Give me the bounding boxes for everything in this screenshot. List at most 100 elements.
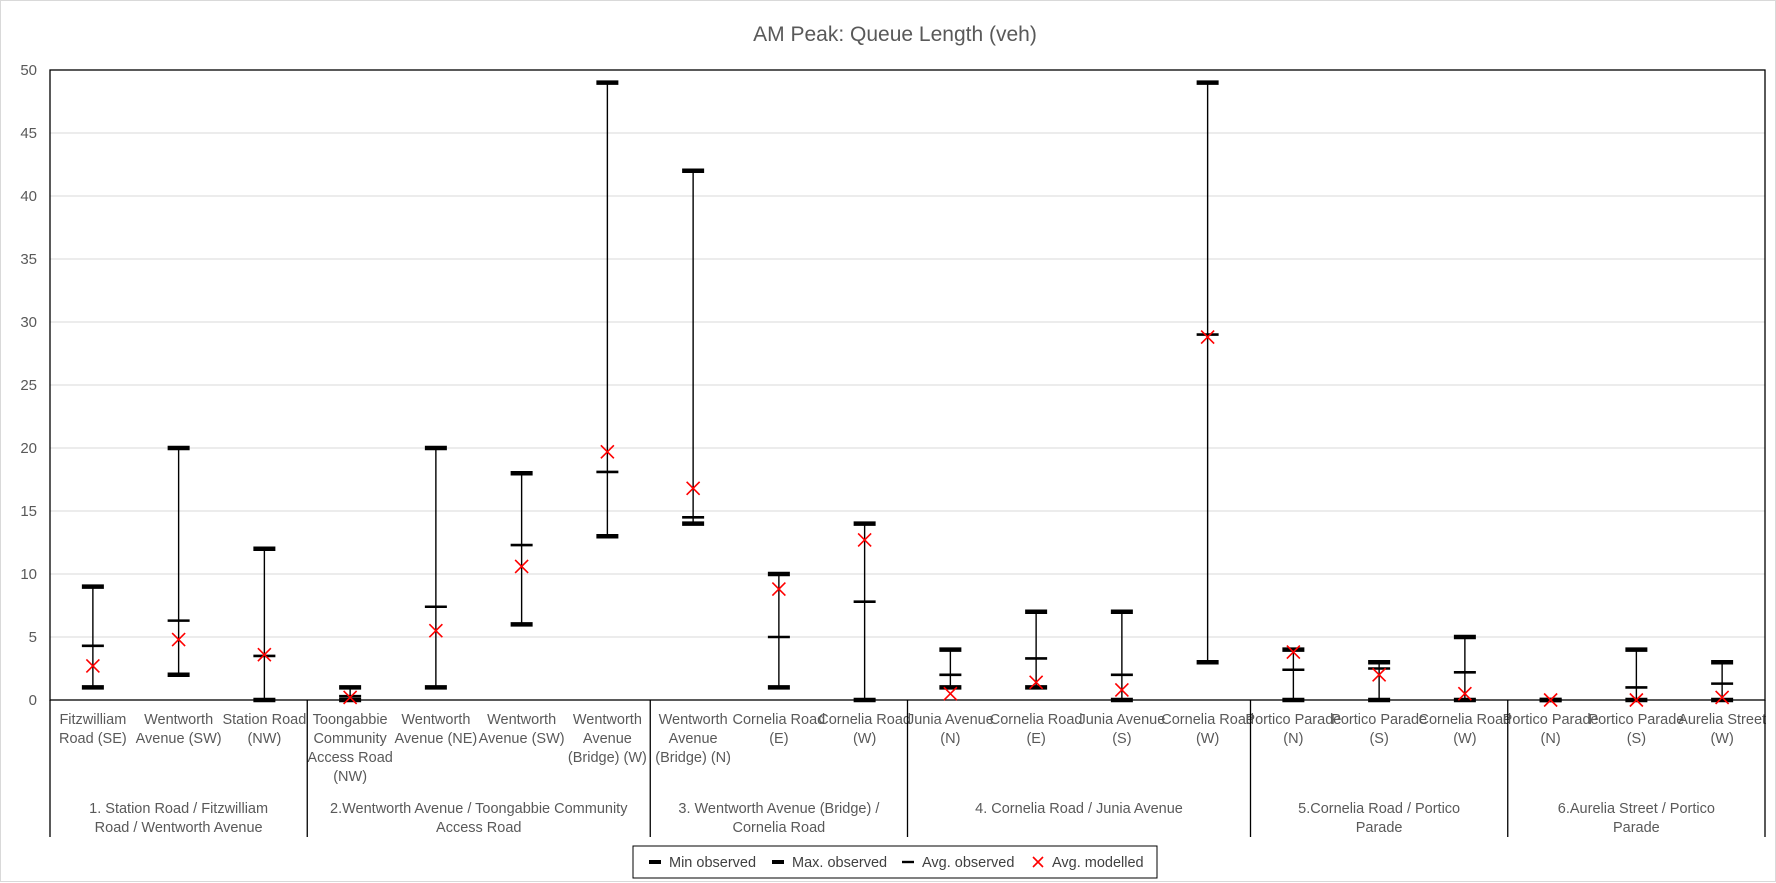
approach-marks: [1368, 659, 1391, 703]
approach-marks: [939, 647, 962, 701]
y-tick-label: 40: [20, 188, 37, 205]
legend-item: Avg. modelled: [1032, 855, 1144, 871]
x-tick-label: Fitzwilliam Road (SE): [59, 712, 127, 747]
group-label-line: Parade: [1356, 820, 1403, 836]
x-tick-line: Portico Parade: [1503, 712, 1599, 728]
approach-marks: [1625, 647, 1648, 708]
x-tick-line: Cornelia Road: [733, 712, 826, 728]
x-tick-label: Cornelia Road (W): [1419, 712, 1512, 747]
x-tick-line: (N): [1541, 731, 1561, 747]
x-tick-line: Wentworth: [573, 712, 642, 728]
x-tick-line: (W): [1453, 731, 1476, 747]
x-tick-line: (W): [1710, 731, 1733, 747]
legend-label: Avg. observed: [922, 855, 1014, 871]
x-tick-line: Wentworth: [659, 712, 728, 728]
gridlines: [50, 132, 1765, 638]
x-tick-label: Cornelia Road (W): [818, 712, 911, 747]
avg-modelled-marker: [171, 632, 186, 647]
approach-marks: [853, 521, 876, 703]
x-tick-label: Wentworth Avenue (SW): [479, 712, 565, 747]
x-tick-label: Wentworth Avenue (SW): [136, 712, 222, 747]
group-label-line: 4. Cornelia Road / Junia Avenue: [975, 801, 1183, 817]
avg-modelled-marker: [1457, 686, 1472, 701]
y-tick-label: 5: [29, 629, 37, 646]
x-tick-line: (W): [853, 731, 876, 747]
x-tick-label: Portico Parade (N): [1503, 712, 1599, 747]
x-axis: Fitzwilliam Road (SE) Wentworth Avenue (SW)…: [49, 700, 1766, 837]
x-tick-label: Wentworth Avenue (Bridge) (N): [655, 712, 731, 766]
approach-marks: [1025, 609, 1048, 690]
legend-item: Min observed: [649, 855, 756, 871]
chart-title: AM Peak: Queue Length (veh): [753, 23, 1037, 46]
group-label-line: 6.Aurelia Street / Portico: [1558, 801, 1715, 817]
x-tick-line: (S): [1627, 731, 1646, 747]
avg-modelled-marker: [771, 582, 786, 597]
approach-marks: [1282, 645, 1305, 703]
x-tick-line: (E): [769, 731, 788, 747]
x-tick-line: Road (SE): [59, 731, 127, 747]
x-tick-line: Avenue (NE): [395, 731, 478, 747]
approach-marks: [167, 445, 190, 678]
x-tick-line: (S): [1369, 731, 1388, 747]
x-tick-line: Aurelia Street: [1678, 712, 1766, 728]
x-tick-label: Wentworth Avenue (NE): [395, 712, 478, 747]
x-tick-line: Cornelia Road: [1419, 712, 1512, 728]
y-tick-label: 0: [29, 692, 37, 709]
approach-marks: [767, 571, 790, 690]
avg-modelled-marker: [514, 559, 529, 574]
approach-marks: [1453, 634, 1476, 703]
x-tick-line: Avenue (SW): [479, 731, 565, 747]
legend-marker: [1032, 856, 1044, 868]
approach-marks: [81, 584, 104, 690]
data-marks: [81, 80, 1734, 708]
x-tick-line: Community: [313, 731, 387, 747]
x-tick-line: (E): [1026, 731, 1045, 747]
avg-modelled-marker: [343, 690, 358, 705]
group-label-line: Road / Wentworth Avenue: [95, 820, 263, 836]
x-tick-label: Cornelia Road (E): [990, 712, 1083, 747]
legend-box: [632, 845, 1158, 879]
x-tick-line: (NW): [333, 769, 367, 785]
x-tick-line: (N): [1283, 731, 1303, 747]
approach-marks: [339, 685, 362, 705]
avg-modelled-marker: [943, 686, 958, 701]
group-label: 4. Cornelia Road / Junia Avenue: [975, 801, 1183, 817]
legend-item: Avg. observed: [902, 855, 1014, 871]
x-tick-label: Cornelia Road (E): [733, 712, 826, 747]
group-label-line: Cornelia Road: [733, 820, 826, 836]
x-tick-line: Cornelia Road: [990, 712, 1083, 728]
group-label-line: Parade: [1613, 820, 1660, 836]
approach-marks: [424, 445, 447, 690]
avg-modelled-marker: [600, 444, 615, 459]
avg-modelled-marker: [1286, 645, 1301, 660]
group-label: 3. Wentworth Avenue (Bridge) / Cornelia R…: [678, 801, 880, 836]
avg-modelled-marker: [1372, 667, 1387, 682]
y-tick-label: 45: [20, 125, 37, 142]
approach-marks: [682, 168, 705, 526]
x-tick-label: Station Road (NW): [222, 712, 306, 747]
avg-modelled-marker: [1715, 690, 1730, 705]
group-label-line: Access Road: [436, 820, 521, 836]
x-tick-line: Wentworth: [144, 712, 213, 728]
y-tick-label: 20: [20, 440, 37, 457]
x-tick-line: (N): [940, 731, 960, 747]
y-tick-label: 30: [20, 314, 37, 331]
group-label-line: 3. Wentworth Avenue (Bridge) /: [678, 801, 880, 817]
avg-modelled-marker: [857, 532, 872, 548]
x-tick-label: Portico Parade (N): [1245, 712, 1341, 747]
group-label: 5.Cornelia Road / Portico Parade: [1298, 801, 1460, 836]
x-tick-line: Fitzwilliam: [59, 712, 126, 728]
avg-modelled-marker: [1114, 682, 1129, 697]
legend-item: Max. observed: [772, 855, 887, 871]
x-tick-line: Wentworth: [401, 712, 470, 728]
x-tick-line: Junia Avenue: [1078, 712, 1165, 728]
x-tick-line: (W): [1196, 731, 1219, 747]
group-label-line: 5.Cornelia Road / Portico: [1298, 801, 1460, 817]
approach-marks: [1110, 609, 1133, 703]
x-tick-line: Toongabbie: [313, 712, 388, 728]
y-tick-label: 10: [20, 566, 37, 583]
avg-modelled-marker: [1200, 330, 1215, 345]
group-label-line: 2.Wentworth Avenue / Toongabbie Communit…: [330, 801, 628, 817]
avg-modelled-marker: [428, 623, 443, 638]
